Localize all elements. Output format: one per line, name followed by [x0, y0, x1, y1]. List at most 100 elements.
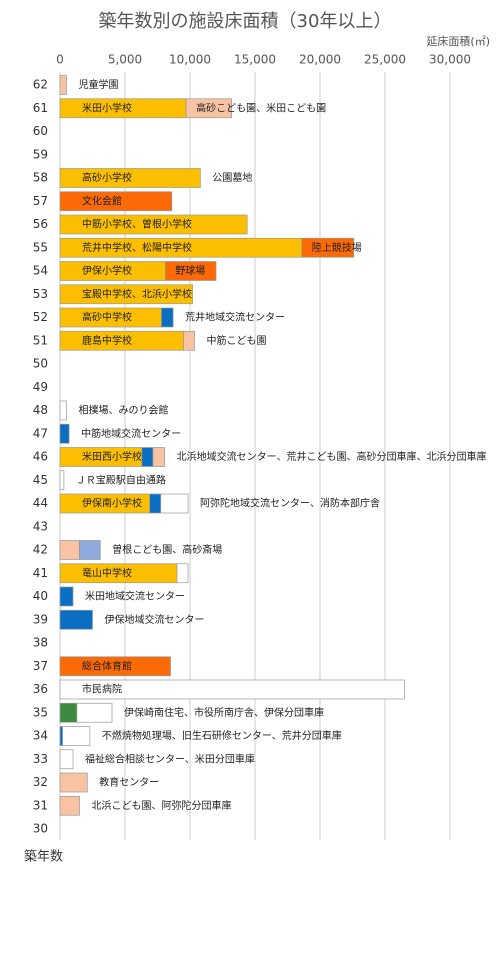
- y-tick-label: 43: [33, 519, 48, 533]
- y-tick-label: 41: [33, 566, 48, 580]
- y-tick-label: 34: [33, 729, 48, 743]
- bar-segment: [59, 772, 88, 793]
- segment-label: 荒井中学校、松陽中学校: [82, 241, 192, 254]
- y-tick-label: 60: [33, 124, 48, 138]
- x-tick-label: 10,000: [169, 53, 211, 67]
- x-tick-label: 5,000: [108, 53, 142, 67]
- segment-label: 竜山中学校: [82, 566, 132, 579]
- y-tick-label: 54: [33, 264, 48, 278]
- bar-segment: [59, 702, 78, 723]
- bar-note: 福祉総合相談センター、米田分団車庫: [85, 752, 255, 765]
- y-tick-label: 39: [33, 612, 48, 626]
- bar-note: 中筋地域交流センター: [81, 427, 181, 440]
- x-axis-label: 延床面積(㎡): [426, 34, 490, 48]
- bar-segment: [164, 261, 217, 281]
- y-tick-label: 53: [33, 287, 48, 301]
- y-tick-label: 62: [33, 78, 48, 92]
- y-tick-label: 59: [33, 147, 48, 161]
- y-tick-label: 30: [33, 822, 48, 836]
- bar-segment: [59, 284, 193, 305]
- y-tick-label: 45: [33, 473, 48, 487]
- bar-segment: [59, 656, 171, 677]
- bar-segment: [59, 586, 74, 607]
- bar-note: 伊保崎南住宅、市役所南庁舎、伊保分団車庫: [124, 706, 324, 719]
- bar-segment: [185, 98, 232, 119]
- y-tick-label: 31: [33, 798, 48, 812]
- bar-segment: [79, 540, 101, 560]
- bar-segment: [59, 749, 74, 770]
- bar-segment: [62, 726, 91, 746]
- bar-segment: [160, 493, 189, 514]
- bar-note: 伊保地域交流センター: [105, 613, 205, 626]
- segment-label: 米田小学校: [82, 101, 132, 114]
- bar-segment: [76, 702, 113, 723]
- bar-segment: [59, 795, 80, 816]
- segment-label: 中筋小学校、曽根小学校: [82, 218, 192, 231]
- bar-note: 公園墓地: [212, 171, 252, 184]
- bar-segment: [59, 726, 63, 746]
- y-axis-label: 築年数: [24, 850, 63, 865]
- y-tick-label: 47: [33, 426, 48, 440]
- bar-segment: [59, 75, 67, 95]
- y-tick-label: 50: [33, 357, 48, 371]
- bar-note: 阿弥陀地域交流センター、消防本部庁舎: [200, 497, 380, 510]
- bar-note: 荒井地域交流センター: [185, 311, 285, 324]
- x-tick-label: 0: [56, 53, 64, 67]
- bar-segment: [176, 563, 189, 584]
- bar-note: 教育センター: [99, 776, 159, 789]
- bar-segment: [161, 307, 174, 328]
- y-tick-label: 44: [33, 496, 48, 510]
- y-tick-label: 51: [33, 333, 48, 347]
- segment-label: 野球場: [175, 264, 205, 277]
- x-tick-label: 20,000: [299, 53, 341, 67]
- y-tick-label: 42: [33, 543, 48, 557]
- bar-note: 中筋こども園: [207, 334, 267, 347]
- y-tick-label: 49: [33, 380, 48, 394]
- y-tick-label: 52: [33, 310, 48, 324]
- segment-label: 総合体育館: [82, 659, 132, 672]
- bar-segment: [149, 493, 162, 514]
- segment-label: 文化会館: [82, 194, 122, 207]
- y-tick-label: 57: [33, 194, 48, 208]
- bar-note: 不燃焼物処理場、旧生石研修センター、荒井分団車庫: [102, 729, 342, 742]
- y-tick-label: 48: [33, 403, 48, 417]
- bar-segment: [59, 214, 248, 235]
- x-tick-label: 25,000: [364, 53, 406, 67]
- bar-segment: [59, 470, 65, 491]
- y-tick-label: 36: [33, 682, 48, 696]
- segment-label: 米田西小学校: [82, 450, 142, 463]
- bar-segment: [183, 330, 195, 351]
- bar-segment: [59, 679, 405, 700]
- chart-title: 築年数別の施設床面積（30年以上）: [99, 11, 392, 32]
- segment-label: 伊保南小学校: [82, 497, 142, 510]
- segment-label: 鹿島中学校: [82, 334, 132, 347]
- y-tick-label: 46: [33, 450, 48, 464]
- y-tick-label: 35: [33, 705, 48, 719]
- bar-note: 相撲場、みのり会館: [79, 404, 169, 417]
- y-tick-label: 37: [33, 659, 48, 673]
- bar-note: 曽根こども園、高砂斎場: [112, 543, 222, 556]
- bar-segment: [59, 609, 93, 630]
- bar-segment: [59, 191, 173, 212]
- bar-segment: [301, 237, 355, 258]
- bar-segment: [152, 447, 165, 467]
- bar-note: 米田地域交流センター: [85, 590, 185, 603]
- bar-note: 北浜地域交流センター、荒井こども園、高砂分団車庫、北浜分団車庫: [177, 450, 487, 463]
- y-tick-label: 33: [33, 752, 48, 766]
- y-tick-label: 32: [33, 775, 48, 789]
- bar-segment: [59, 400, 67, 421]
- segment-label: 市民病院: [82, 683, 122, 696]
- y-tick-label: 56: [33, 217, 48, 231]
- bar-segment: [59, 168, 201, 188]
- segment-label: 高砂こども園、米田こども園: [196, 101, 326, 114]
- segment-label: 高砂中学校: [82, 311, 132, 324]
- segment-label: 陸上競技場: [312, 241, 362, 254]
- bar-segment: [59, 423, 70, 444]
- y-tick-label: 58: [33, 171, 48, 185]
- bar-segment: [59, 540, 80, 560]
- x-tick-label: 15,000: [234, 53, 276, 67]
- x-tick-label: 30,000: [429, 53, 471, 67]
- y-tick-label: 61: [33, 101, 48, 115]
- segment-label: 宝殿中学校、北浜小学校: [82, 287, 192, 300]
